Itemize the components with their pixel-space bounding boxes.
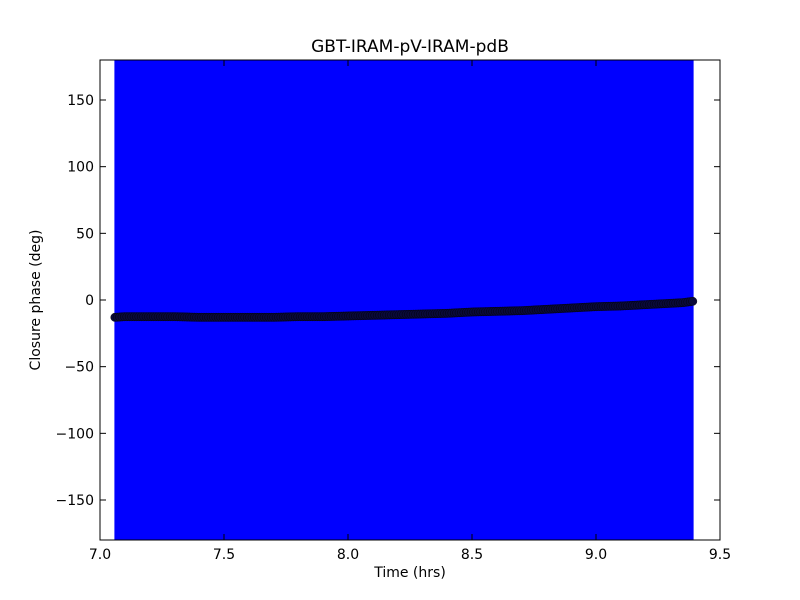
x-tick-label: 9.0 <box>585 547 607 563</box>
x-axis-label: Time (hrs) <box>373 565 446 581</box>
x-ticks: 7.0 7.5 8.0 8.5 9.0 9.5 <box>89 60 731 563</box>
x-tick-label: 7.0 <box>89 547 111 563</box>
x-tick-label: 7.5 <box>213 547 235 563</box>
chart-title: GBT-IRAM-pV-IRAM-pdB <box>311 37 509 57</box>
x-tick-label: 8.5 <box>461 547 483 563</box>
y-tick-label: 0 <box>85 293 94 309</box>
y-tick-label: −50 <box>64 360 94 376</box>
y-tick-label: −150 <box>56 493 94 509</box>
data-markers <box>110 296 698 322</box>
y-tick-label: −100 <box>56 426 94 442</box>
data-point <box>688 296 698 306</box>
y-tick-label: 150 <box>67 93 94 109</box>
x-tick-label: 8.0 <box>337 547 359 563</box>
y-tick-label: 50 <box>76 226 94 242</box>
x-tick-label: 9.5 <box>709 547 731 563</box>
error-bars <box>114 60 694 540</box>
y-tick-label: 100 <box>67 160 94 176</box>
y-ticks: 150 100 50 0 −50 −100 −150 <box>56 93 720 509</box>
y-axis-label: Closure phase (deg) <box>28 230 44 371</box>
